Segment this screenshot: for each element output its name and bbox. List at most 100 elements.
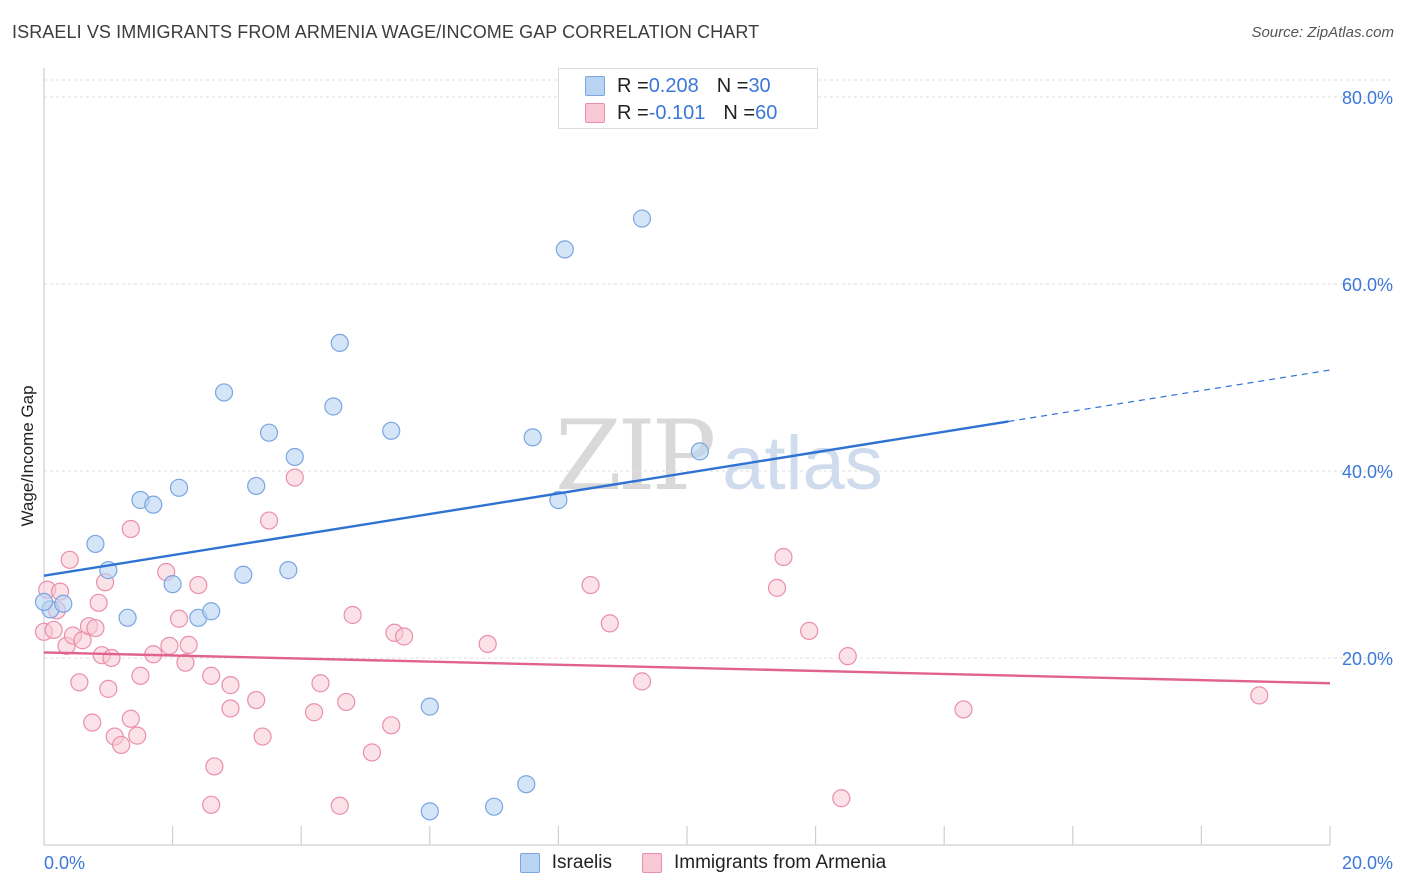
armenia-point (1250, 686, 1269, 705)
israelis-trend-extension (1008, 369, 1331, 423)
israelis-point (169, 478, 189, 497)
israelis-point (279, 561, 298, 580)
armenia-point (311, 674, 330, 693)
israelis-point (34, 592, 54, 612)
y-tick-label: 60.0% (1342, 275, 1393, 295)
israelis-point (118, 608, 137, 627)
source-label: Source: ZipAtlas.com (1251, 24, 1394, 41)
armenia-trend-line (43, 651, 1331, 685)
israelis-point (54, 594, 73, 613)
israelis-point (382, 421, 401, 440)
armenia-point (767, 578, 787, 597)
bottom-legend-swatch-blue (519, 853, 540, 873)
israelis-point (690, 442, 709, 461)
armenia-point (362, 743, 382, 762)
armenia-point (169, 609, 189, 628)
armenia-point (60, 550, 79, 569)
armenia-point (954, 700, 973, 719)
armenia-point (343, 605, 362, 625)
israelis-point (485, 797, 504, 816)
armenia-point (478, 634, 497, 654)
armenia-point (89, 593, 108, 612)
armenia-point (285, 468, 304, 487)
armenia-point (247, 690, 266, 710)
armenia-point (253, 727, 272, 746)
israelis-point (202, 602, 221, 621)
armenia-point (304, 703, 324, 722)
chart-title: ISRAELI VS IMMIGRANTS FROM ARMENIA WAGE/… (12, 22, 760, 42)
legend-r-value: 0.208 (648, 74, 699, 97)
legend-n-label: N = (716, 74, 749, 97)
armenia-point (202, 666, 221, 685)
israelis-point (247, 476, 266, 496)
israelis-point (523, 428, 542, 447)
armenia-point (179, 635, 198, 655)
bottom-legend-armenia: Immigrants from Armenia (641, 852, 887, 874)
israelis-point (517, 775, 536, 794)
israelis-point (86, 534, 105, 554)
armenia-point (44, 620, 63, 640)
israelis-point (163, 575, 182, 594)
armenia-point (581, 575, 600, 595)
bottom-legend: Israelis Immigrants from Armenia (0, 852, 1406, 874)
legend-row-armenia: R = -0.101 N = 60 (585, 100, 777, 126)
armenia-point (832, 789, 851, 808)
armenia-point (83, 713, 102, 732)
bottom-legend-label: Immigrants from Armenia (673, 852, 887, 873)
israelis-point (549, 490, 568, 510)
israelis-point (632, 209, 652, 228)
israelis-trend-line (43, 420, 1009, 577)
armenia-point (121, 709, 140, 728)
armenia-point (800, 621, 819, 640)
bottom-legend-swatch-pink (641, 853, 662, 873)
armenia-point (259, 511, 279, 530)
armenia-point (774, 547, 793, 567)
israelis-point (420, 697, 439, 716)
armenia-point (330, 796, 349, 815)
israelis-point (259, 423, 279, 442)
y-tick-label: 40.0% (1342, 462, 1393, 482)
israelis-point (555, 240, 574, 259)
israelis-point (324, 397, 343, 416)
armenia-point (70, 673, 89, 692)
armenia-point (121, 519, 140, 539)
armenia-point (99, 679, 118, 698)
armenia-point (205, 757, 224, 776)
x-tick-label: 20.0% (1342, 853, 1393, 873)
armenia-point (102, 648, 121, 668)
legend-n-value: 60 (755, 101, 778, 124)
legend-r-label: R = (617, 101, 649, 124)
israelis-point (420, 802, 439, 821)
armenia-point (221, 676, 240, 695)
legend-swatch-blue (585, 76, 605, 96)
legend-swatch-pink (585, 103, 605, 123)
legend-r-value: -0.101 (648, 101, 706, 124)
armenia-point (112, 735, 131, 755)
israelis-point (285, 447, 304, 467)
armenia-point (131, 666, 150, 685)
armenia-point (189, 575, 208, 595)
legend-n-label: N = (723, 101, 756, 124)
y-tick-label: 20.0% (1342, 649, 1393, 669)
israelis-point (214, 383, 234, 402)
armenia-point (337, 692, 356, 712)
bottom-legend-israelis: Israelis (519, 852, 612, 874)
israelis-point (144, 495, 163, 514)
legend-r-label: R = (617, 74, 649, 97)
armenia-point (838, 647, 857, 666)
armenia-point (202, 795, 221, 814)
legend-n-value: 30 (748, 74, 771, 97)
armenia-point (382, 716, 401, 735)
armenia-point (221, 699, 240, 718)
x-tick-label: 0.0% (44, 853, 85, 873)
armenia-point (600, 614, 619, 633)
israelis-point (234, 565, 253, 584)
armenia-point (160, 636, 179, 655)
armenia-point (128, 726, 147, 745)
bottom-legend-label: Israelis (551, 852, 612, 873)
armenia-point (632, 672, 652, 691)
armenia-point (394, 627, 414, 646)
armenia-point (176, 653, 195, 672)
legend-box: R = 0.208 N = 30 R = -0.101 N = 60 (558, 68, 818, 129)
